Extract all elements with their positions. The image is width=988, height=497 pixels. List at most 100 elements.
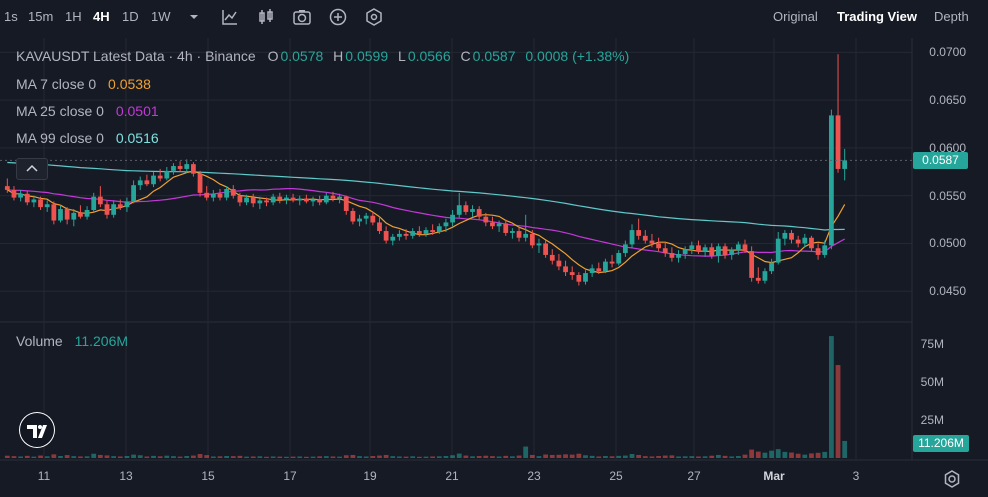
volume-bar bbox=[696, 456, 701, 458]
candle-body bbox=[117, 204, 123, 208]
volume-bar bbox=[91, 453, 97, 458]
price-axis[interactable]: 0.0700 0.0650 0.0600 0.0550 0.0500 0.0450 bbox=[912, 38, 988, 458]
volume-bar bbox=[815, 452, 821, 458]
candle-body bbox=[795, 239, 801, 244]
tradingview-logo-icon bbox=[20, 413, 54, 447]
candle-body bbox=[629, 230, 635, 245]
price-tick-label: 0.0500 bbox=[929, 236, 966, 251]
candle-body bbox=[383, 231, 389, 241]
candle-body bbox=[124, 201, 130, 208]
volume-bar bbox=[390, 456, 396, 458]
candle-body bbox=[91, 196, 97, 211]
volume-bar bbox=[403, 456, 409, 458]
volume-bar bbox=[609, 456, 615, 458]
candle-body bbox=[709, 247, 715, 256]
candle-body bbox=[676, 253, 681, 258]
timeframe-1w[interactable]: 1W bbox=[151, 9, 171, 24]
settings-gear-icon[interactable] bbox=[941, 468, 963, 490]
line-chart-icon[interactable] bbox=[220, 7, 240, 27]
volume-bar bbox=[370, 456, 376, 458]
time-tick-label: 15 bbox=[201, 469, 215, 483]
candle-body bbox=[111, 204, 117, 215]
candle-body bbox=[443, 222, 449, 227]
candle-body bbox=[762, 271, 768, 281]
candle-body bbox=[742, 244, 748, 252]
candle-body bbox=[24, 193, 30, 203]
volume-bar bbox=[622, 455, 628, 458]
volume-bar bbox=[576, 453, 582, 458]
legend-low-label: L bbox=[398, 48, 406, 64]
volume-bar bbox=[483, 455, 489, 458]
timeframe-1h[interactable]: 1H bbox=[65, 9, 82, 24]
volume-bar bbox=[131, 454, 136, 458]
candle-body bbox=[11, 189, 17, 198]
view-depth[interactable]: Depth bbox=[934, 9, 969, 24]
candle-body bbox=[603, 261, 608, 272]
volume-bar bbox=[503, 455, 509, 458]
volume-bar bbox=[716, 454, 721, 458]
volume-bar bbox=[649, 456, 655, 458]
candle-body bbox=[729, 250, 735, 255]
candle-body bbox=[204, 192, 210, 198]
volume-bar bbox=[536, 456, 542, 458]
candle-body bbox=[357, 218, 362, 222]
candle-body bbox=[104, 204, 110, 215]
chevron-up-icon bbox=[26, 164, 38, 172]
candle-body bbox=[815, 248, 821, 255]
candle-body bbox=[656, 243, 661, 249]
candle-body bbox=[38, 199, 43, 208]
legend-title: KAVAUSDT Latest Data · 4h · Binance bbox=[16, 48, 256, 64]
candle-body bbox=[230, 188, 236, 196]
volume-bar bbox=[629, 454, 635, 458]
volume-bar bbox=[496, 456, 502, 458]
timeframe-15m[interactable]: 15m bbox=[28, 9, 54, 24]
legend-ma99: MA 99 close 0 0.0516 bbox=[16, 130, 161, 146]
view-original[interactable]: Original bbox=[773, 9, 818, 24]
legend-collapse-button[interactable] bbox=[16, 158, 48, 180]
settings-hex-icon[interactable] bbox=[364, 7, 384, 27]
volume-bar bbox=[78, 456, 83, 458]
timeframe-4h[interactable]: 4H bbox=[93, 9, 110, 24]
volume-bar bbox=[277, 456, 283, 458]
volume-bar bbox=[762, 452, 768, 458]
candle-body bbox=[171, 166, 176, 171]
camera-icon[interactable] bbox=[292, 7, 312, 27]
candle-body bbox=[31, 199, 37, 203]
candle-body bbox=[809, 237, 814, 249]
candle-body bbox=[210, 193, 216, 198]
timeframe-1d[interactable]: 1D bbox=[122, 9, 139, 24]
candle-body bbox=[716, 246, 721, 256]
candle-body bbox=[370, 215, 376, 223]
timeframe-1s[interactable]: 1s bbox=[4, 9, 18, 24]
candle-body bbox=[264, 200, 269, 203]
volume-bar bbox=[789, 452, 794, 458]
candles bbox=[4, 54, 848, 286]
volume-bar bbox=[284, 456, 289, 458]
add-indicator-icon[interactable] bbox=[328, 7, 348, 27]
volume-bar bbox=[436, 456, 442, 458]
candle-body bbox=[317, 199, 323, 203]
volume-bar bbox=[383, 454, 389, 458]
candle-body bbox=[563, 266, 568, 273]
candle-body bbox=[397, 233, 402, 237]
tradingview-logo bbox=[19, 412, 55, 448]
candle-body bbox=[596, 268, 602, 272]
candle-chart-icon[interactable] bbox=[256, 7, 276, 27]
volume-bar bbox=[782, 451, 788, 458]
candle-body bbox=[636, 230, 642, 236]
view-trading-view[interactable]: Trading View bbox=[837, 9, 917, 24]
time-tick-label: 21 bbox=[445, 469, 459, 483]
candle-body bbox=[323, 195, 329, 203]
candle-body bbox=[137, 180, 143, 186]
price-tick-label: 0.0450 bbox=[929, 284, 966, 299]
candle-body bbox=[510, 231, 515, 233]
chevron-down-icon[interactable] bbox=[184, 7, 204, 27]
candle-body bbox=[789, 232, 794, 240]
candle-body bbox=[184, 164, 190, 169]
candle-body bbox=[343, 196, 349, 211]
volume-bar bbox=[310, 456, 316, 458]
last-price-badge: 0.0587 bbox=[913, 152, 968, 170]
volume-bar bbox=[330, 456, 336, 458]
volume-bar bbox=[164, 455, 170, 458]
